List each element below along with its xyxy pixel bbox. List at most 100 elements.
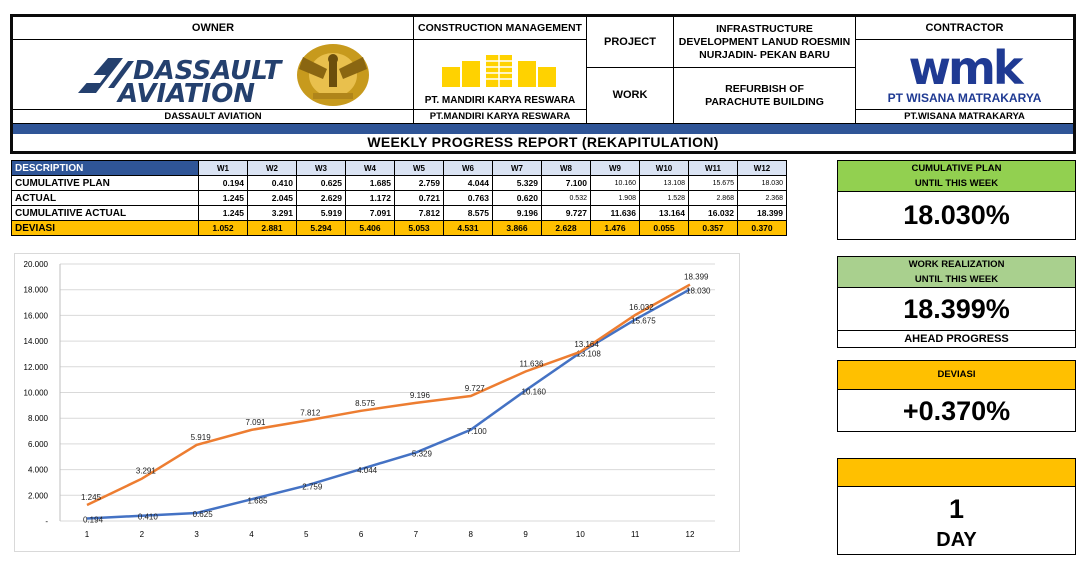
contractor-logo-sub: PT WISANA MATRAKARYA	[887, 90, 1042, 105]
deviasi-panel: DEVIASI +0.370%	[837, 360, 1076, 432]
y-tick-label: 12.000	[24, 363, 49, 372]
day-value: 1	[948, 494, 965, 524]
y-tick-label: 16.000	[24, 311, 49, 320]
table-cell: 9.196	[492, 205, 542, 221]
week-header: W8	[541, 160, 591, 176]
data-label: 15.675	[631, 317, 656, 326]
table-cell: 5.406	[345, 220, 395, 236]
owner-logos: DASSAULT AVIATION	[13, 40, 414, 110]
week-header: W4	[345, 160, 395, 176]
data-label: 13.108	[576, 350, 601, 359]
table-header-row: DESCRIPTION W1 W2 W3 W4 W5 W6 W7 W8 W9 W…	[11, 160, 787, 176]
data-label: 0.410	[138, 513, 159, 522]
x-tick-label: 10	[576, 530, 585, 539]
week-header: W2	[247, 160, 297, 176]
realization-footer: AHEAD PROGRESS	[838, 330, 1075, 347]
table-row: CUMULATIVE PLAN 0.194 0.410 0.625 1.685 …	[11, 175, 787, 191]
air-force-emblem-icon	[297, 43, 369, 106]
table-cell: 2.368	[737, 190, 787, 206]
work-label: WORK	[587, 68, 674, 124]
data-label: 0.625	[193, 510, 214, 519]
table-cell: 0.357	[688, 220, 738, 236]
owner-name: DASSAULT AVIATION	[13, 110, 414, 124]
report-header: OWNER DASSAULT AVIATION DASSAULT AVIATIO…	[10, 14, 1076, 154]
dassault-aviation-logo: DASSAULT AVIATION	[78, 43, 369, 109]
series-line-2	[86, 283, 691, 507]
row-label: CUMULATIIVE ACTUAL	[11, 205, 199, 221]
table-row: CUMULATIIVE ACTUAL 1.245 3.291 5.919 7.0…	[11, 205, 787, 221]
table-cell: 5.053	[394, 220, 444, 236]
realization-value: 18.399%	[903, 294, 1010, 324]
cm-logo-text: PT. MANDIRI KARYA RESWARA	[424, 95, 576, 106]
data-label: 5.919	[191, 433, 212, 442]
y-tick-label: 10.000	[24, 389, 49, 398]
data-label: 5.329	[412, 450, 433, 459]
table-cell: 1.908	[590, 190, 640, 206]
progress-table: DESCRIPTION W1 W2 W3 W4 W5 W6 W7 W8 W9 W…	[11, 160, 787, 236]
cm-logo: PT. MANDIRI KARYA RESWARA	[414, 40, 587, 110]
table-cell: 0.532	[541, 190, 591, 206]
owner-logo-text-2: AVIATION	[116, 79, 255, 109]
day-panel: 1 DAY	[837, 458, 1076, 555]
table-cell: 2.045	[247, 190, 297, 206]
table-cell: 1.052	[198, 220, 248, 236]
table-cell: 13.164	[639, 205, 689, 221]
table-cell: 0.055	[639, 220, 689, 236]
x-tick-label: 5	[304, 530, 309, 539]
data-label: 1.245	[81, 493, 102, 502]
week-header: W10	[639, 160, 689, 176]
x-tick-label: 1	[85, 530, 90, 539]
table-row: ACTUAL 1.245 2.045 2.629 1.172 0.721 0.7…	[11, 190, 787, 206]
data-label: 18.399	[684, 273, 709, 282]
table-cell: 1.685	[345, 175, 395, 191]
week-header: W7	[492, 160, 542, 176]
table-cell: 1.172	[345, 190, 395, 206]
contractor-name: PT.WISANA MATRAKARYA	[856, 110, 1073, 124]
data-label: 7.100	[467, 427, 488, 436]
plan-panel-title: CUMULATIVE PLAN UNTIL THIS WEEK	[838, 161, 1075, 192]
data-label: 9.727	[465, 384, 486, 393]
table-cell: 0.620	[492, 190, 542, 206]
cm-label: CONSTRUCTION MANAGEMENT	[414, 17, 587, 40]
week-header: W1	[198, 160, 248, 176]
data-label: 9.196	[410, 391, 431, 400]
y-tick-label: 20.000	[24, 260, 49, 269]
table-cell: 0.763	[443, 190, 493, 206]
table-row-deviasi: DEVIASI 1.052 2.881 5.294 5.406 5.053 4.…	[11, 220, 787, 236]
table-cell: 4.044	[443, 175, 493, 191]
table-cell: 1.245	[198, 205, 248, 221]
data-label: 7.091	[245, 418, 266, 427]
table-cell: 5.329	[492, 175, 542, 191]
x-tick-label: 2	[140, 530, 145, 539]
plan-panel: CUMULATIVE PLAN UNTIL THIS WEEK 18.030%	[837, 160, 1076, 240]
chart-svg: 20.00018.00016.00014.00012.00010.0008.00…	[24, 260, 715, 539]
y-tick-label: 4.000	[28, 466, 49, 475]
x-tick-label: 7	[414, 530, 419, 539]
deviasi-value: +0.370%	[902, 396, 1011, 426]
week-header: W5	[394, 160, 444, 176]
contractor-label: CONTRACTOR	[856, 17, 1073, 40]
owner-label: OWNER	[13, 17, 414, 40]
table-cell: 3.291	[247, 205, 297, 221]
series-line-1	[86, 288, 691, 520]
data-label: 10.160	[522, 387, 547, 396]
table-cell: 13.108	[639, 175, 689, 191]
data-label: 11.636	[520, 359, 544, 368]
table-cell: 2.759	[394, 175, 444, 191]
week-header: W6	[443, 160, 493, 176]
progress-chart: 20.000 18.000 16.000 14.000 12.000 10.000 8.00…	[14, 253, 740, 552]
x-tick-label: 8	[469, 530, 474, 539]
data-label: 3.291	[136, 467, 157, 476]
plan-line1: CUMULATIVE PLAN	[911, 163, 1002, 174]
week-header: W11	[688, 160, 738, 176]
y-tick-label: 14.000	[24, 337, 49, 346]
table-cell: 16.032	[688, 205, 738, 221]
report-title: WEEKLY PROGRESS REPORT (REKAPITULATION)	[13, 134, 1073, 151]
table-cell: 1.245	[198, 190, 248, 206]
data-label: 18.030	[686, 286, 711, 295]
table-cell: 0.370	[737, 220, 787, 236]
table-cell: 0.194	[198, 175, 248, 191]
data-label: 13.164	[574, 340, 599, 349]
y-tick-label: 2.000	[28, 491, 49, 500]
table-cell: 18.030	[737, 175, 787, 191]
